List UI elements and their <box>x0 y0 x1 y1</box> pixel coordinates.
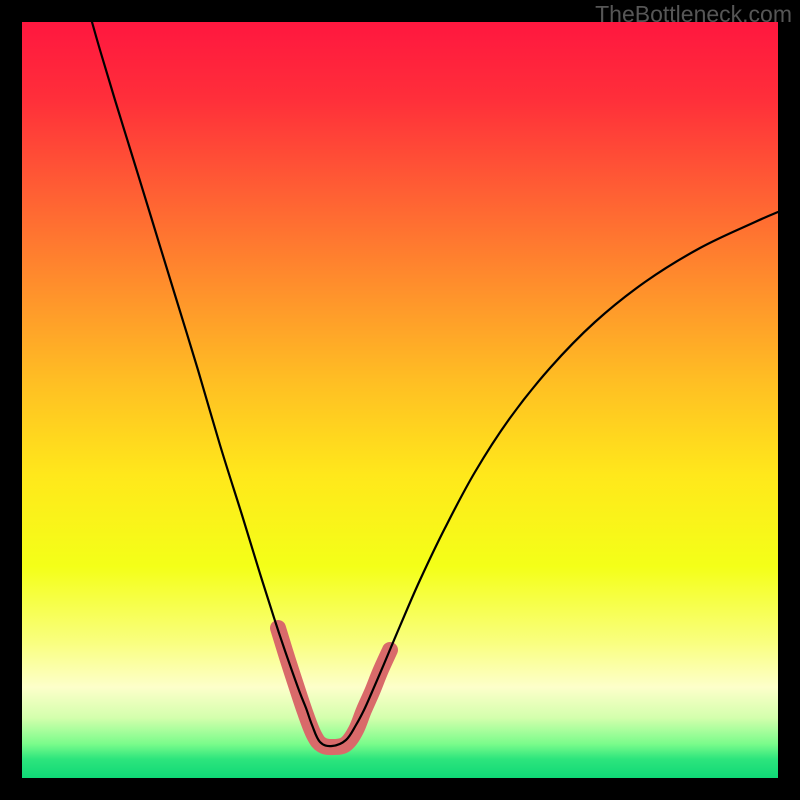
curve-left <box>92 22 778 746</box>
watermark-text: TheBottleneck.com <box>595 1 792 28</box>
curve-layer <box>22 22 778 778</box>
outer-frame <box>0 0 800 800</box>
plot-area <box>22 22 778 778</box>
